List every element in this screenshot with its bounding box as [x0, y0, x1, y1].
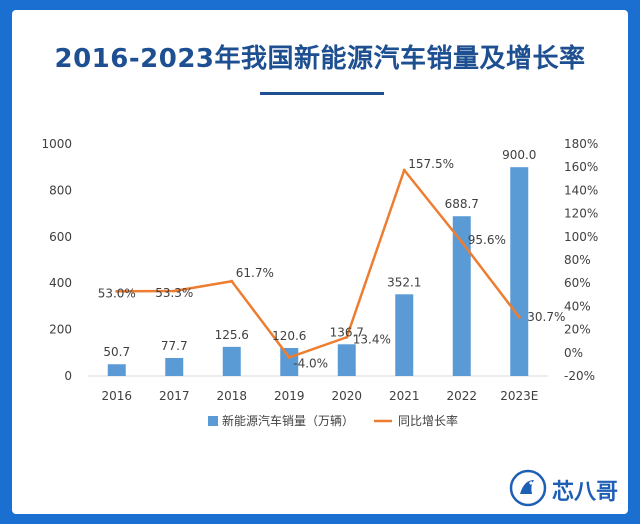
- title-underline: [260, 92, 384, 95]
- line-point: [172, 289, 176, 293]
- bar-label: 688.7: [445, 197, 479, 211]
- legend-bar-swatch: [208, 416, 218, 426]
- left-tick-label: 600: [49, 230, 72, 244]
- x-tick-label: 2016: [101, 389, 132, 403]
- brand-name: 芯八哥: [552, 480, 619, 505]
- right-tick-label: 40%: [564, 299, 591, 313]
- bar: [222, 346, 241, 376]
- line-label: 53.0%: [98, 286, 136, 300]
- line-label: 13.4%: [353, 332, 391, 346]
- bar-series: [107, 167, 529, 376]
- bar-label: 77.7: [161, 339, 188, 353]
- bar: [107, 364, 126, 376]
- left-tick-label: 0: [64, 369, 72, 383]
- bar: [165, 357, 184, 376]
- left-axis-ticks: 0 200 400 600 800 1000: [41, 137, 72, 383]
- bar: [510, 167, 529, 376]
- bar: [395, 294, 414, 376]
- bar-data-labels: 50.7 77.7 125.6 120.6 136.7 352.1 688.7 900.0: [103, 148, 536, 359]
- bar-label: 352.1: [387, 275, 421, 289]
- x-tick-label: 2020: [331, 389, 362, 403]
- bar: [452, 216, 471, 376]
- line-label: 30.7%: [527, 310, 565, 324]
- left-tick-label: 400: [49, 276, 72, 290]
- right-tick-label: 80%: [564, 253, 591, 267]
- right-tick-label: 100%: [564, 230, 598, 244]
- right-tick-label: 0%: [564, 346, 583, 360]
- line-label: 157.5%: [408, 157, 454, 171]
- bar-label: 136.7: [330, 325, 364, 339]
- right-tick-label: 120%: [564, 207, 598, 221]
- chart-card: 2016-2023年我国新能源汽车销量及增长率 0 200 400 600 800 100…: [12, 10, 628, 514]
- brand-logo: 芯八哥: [508, 468, 618, 508]
- line-label: 53.3%: [155, 286, 193, 300]
- right-tick-label: -20%: [564, 369, 595, 383]
- line-point: [287, 355, 291, 359]
- line-point: [402, 168, 406, 172]
- bar-label: 120.6: [272, 329, 306, 343]
- right-tick-label: 180%: [564, 137, 598, 151]
- legend-bar-label: 新能源汽车销量（万辆）: [222, 413, 354, 428]
- right-tick-label: 20%: [564, 323, 591, 337]
- growth-line: [116, 168, 521, 359]
- x-tick-label: 2023E: [500, 389, 538, 403]
- right-tick-label: 140%: [564, 183, 598, 197]
- line-label: 61.7%: [236, 266, 274, 280]
- right-axis-ticks: -20% 0% 20% 40% 60% 80% 100% 120% 140% 160% 180%: [564, 137, 598, 383]
- left-tick-label: 800: [49, 183, 72, 197]
- left-tick-label: 1000: [41, 137, 72, 151]
- right-tick-label: 60%: [564, 276, 591, 290]
- line-point: [230, 279, 234, 283]
- bird-icon: [509, 469, 547, 507]
- line-data-labels: 53.0% 53.3% 61.7% -4.0% 13.4% 157.5% 95.6% 30.7…: [98, 157, 566, 370]
- x-axis-ticks: 2016 2017 2018 2019 2020 2021 2022 2023E: [101, 389, 538, 403]
- x-tick-label: 2018: [216, 389, 247, 403]
- line-label: 95.6%: [468, 233, 506, 247]
- bar-label: 125.6: [215, 328, 249, 342]
- bar: [337, 344, 356, 376]
- line-point: [345, 335, 349, 339]
- x-tick-label: 2021: [389, 389, 420, 403]
- legend: 新能源汽车销量（万辆） 同比增长率: [208, 413, 458, 428]
- line-point: [460, 240, 464, 244]
- left-tick-label: 200: [49, 323, 72, 337]
- chart-canvas: 0 200 400 600 800 1000 -20% 0% 20% 40% 60% 80% 100%…: [41, 137, 598, 428]
- x-tick-label: 2019: [274, 389, 305, 403]
- x-tick-label: 2017: [159, 389, 190, 403]
- bar-label: 50.7: [103, 345, 130, 359]
- x-tick-label: 2022: [446, 389, 477, 403]
- line-point: [517, 315, 521, 319]
- legend-line-label: 同比增长率: [398, 413, 458, 428]
- line-point: [115, 289, 119, 293]
- line-label: -4.0%: [293, 356, 328, 370]
- line-series: [115, 168, 521, 359]
- chart-title: 2016-2023年我国新能源汽车销量及增长率: [54, 44, 586, 74]
- bar-label: 900.0: [502, 148, 536, 162]
- right-tick-label: 160%: [564, 160, 598, 174]
